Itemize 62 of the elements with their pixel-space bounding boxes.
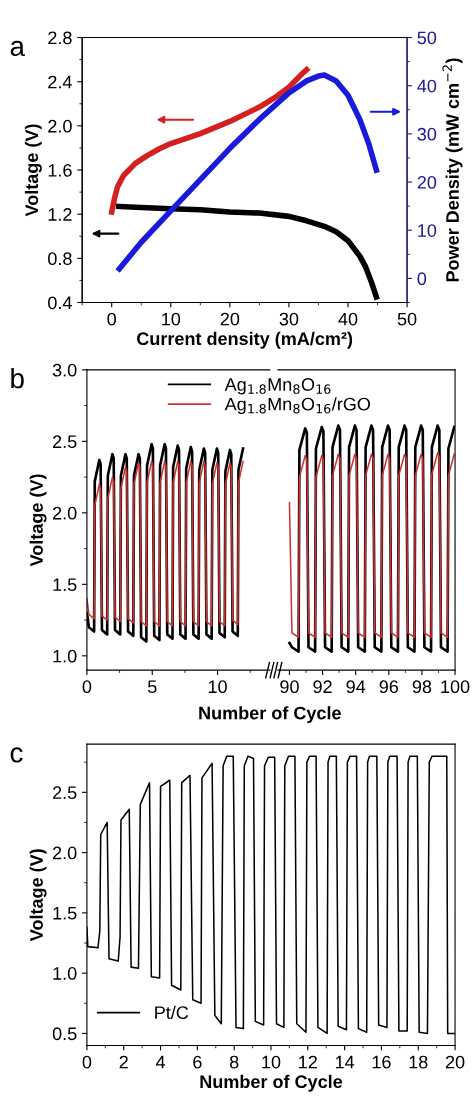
x-tick-label: 14 <box>335 1055 355 1069</box>
y-tick-label: 3.0 <box>52 363 77 377</box>
x-tick-label: 0 <box>107 312 117 326</box>
y-tick-label: 1.0 <box>53 967 77 980</box>
y-axis-title: Voltage (V) <box>29 849 47 942</box>
x-tick-label: 10 <box>208 680 227 694</box>
x-tick-label: 2 <box>119 1055 128 1069</box>
x-axis-title: Number of Cycle <box>200 1074 343 1092</box>
y-tick-label: 2.0 <box>53 506 77 520</box>
text: a <box>10 40 25 57</box>
x-axis-title: Number of Cycle <box>199 706 341 723</box>
y-axis-title: Voltage (V) <box>29 474 47 567</box>
text: c <box>10 747 23 763</box>
x-tick-label: 18 <box>409 1055 428 1069</box>
y-tick-label: 1.6 <box>48 163 72 177</box>
y-tick-label: 1.5 <box>53 578 77 592</box>
x-tick-label: 16 <box>372 1055 391 1069</box>
y-tick-label: 0.4 <box>48 296 72 310</box>
x-tick-label: 5 <box>147 680 157 694</box>
x-tick-label: 92 <box>313 680 332 694</box>
y2-tick-label: 30 <box>417 127 437 141</box>
x-tick-label: 50 <box>397 312 417 326</box>
y2-tick-label: 40 <box>417 79 437 93</box>
x-tick-label: 94 <box>346 680 366 694</box>
y-tick-label: 2.5 <box>53 435 77 449</box>
y-tick-label: 0.5 <box>52 1027 77 1041</box>
y-tick-label: 0.8 <box>48 252 72 266</box>
y2-tick-label: 10 <box>418 224 437 237</box>
y-axis-title: Voltage (V) <box>24 124 42 217</box>
x-tick-label: 20 <box>445 1055 465 1069</box>
legend-label: Ag$_{1.8}$Mn$_{8}$O$_{16}$/rGO <box>224 397 371 415</box>
y-tick-label: 2.0 <box>53 846 77 860</box>
legend-label: Ag$_{1.8}$Mn$_{8}$O$_{16}$ <box>224 378 331 395</box>
y-tick-label: 2.0 <box>48 119 72 133</box>
y-tick-label: 2.4 <box>48 75 72 89</box>
y-tick-label: 2.5 <box>53 786 77 800</box>
y2-tick-label: 20 <box>417 175 437 189</box>
x-tick-label: 10 <box>262 1055 281 1069</box>
x-tick-label: 12 <box>299 1055 317 1069</box>
y-tick-label: 2.8 <box>48 31 72 45</box>
x-tick-label: 0 <box>82 680 92 694</box>
y2-tick-label: 50 <box>417 31 437 45</box>
y-tick-label: 1.5 <box>53 907 77 920</box>
legend-label: Pt/C <box>155 1005 189 1020</box>
x-tick-label: 8 <box>229 1055 239 1069</box>
y-tick-label: 1.0 <box>53 649 77 663</box>
y2-tick-label: 0 <box>417 272 427 286</box>
text: b <box>11 367 24 389</box>
x-tick-label: 90 <box>280 680 299 694</box>
x-tick-label: 6 <box>193 1055 202 1069</box>
x-tick-label: 20 <box>220 312 240 326</box>
x-tick-label: 96 <box>379 680 399 694</box>
x-axis-title: Current density (mA/cm²) <box>137 331 353 349</box>
x-tick-label: 30 <box>279 312 299 326</box>
x-tick-label: 40 <box>338 312 358 326</box>
x-tick-label: 98 <box>412 680 432 694</box>
y-tick-label: 1.2 <box>48 208 72 221</box>
x-tick-label: 10 <box>162 312 181 326</box>
y2-axis-title: Power Density (mW cm$^{−2}$) <box>442 58 463 282</box>
x-tick-label: 4 <box>155 1055 166 1069</box>
x-tick-label: 0 <box>82 1055 92 1069</box>
x-tick-label: 100 <box>441 680 470 694</box>
